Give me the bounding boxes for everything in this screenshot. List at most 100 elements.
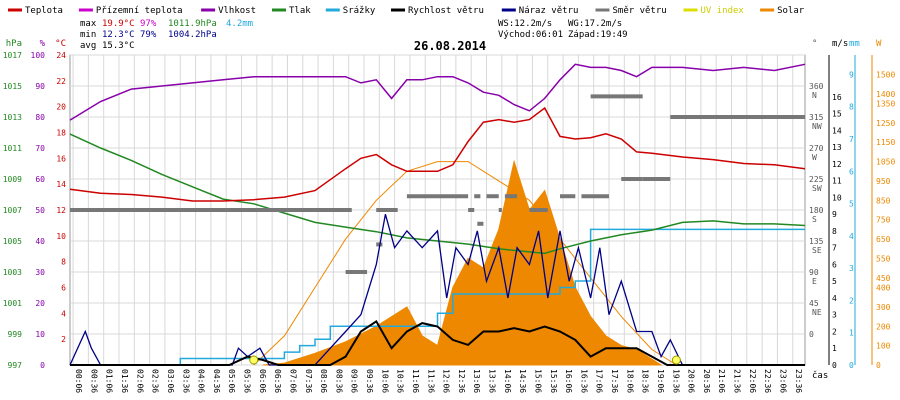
x-tick-label: 12:06 [442, 369, 451, 393]
stats-label: avg [80, 41, 96, 51]
ms-axis-tick: 6 [832, 260, 837, 269]
temperature-line [69, 106, 806, 202]
w-axis-tick: 1500 [876, 70, 895, 79]
w-axis-tick: 1250 [876, 119, 895, 128]
degc-axis-tick: 8 [61, 258, 66, 267]
hpa-axis-tick: 1001 [3, 299, 22, 308]
pct-axis-tick: 50 [35, 206, 45, 215]
x-tick-label: 00:36 [89, 369, 98, 393]
solar-max-line [253, 161, 677, 366]
x-tick-label: 17:36 [610, 369, 619, 393]
legend-label: UV index [701, 6, 745, 16]
x-tick-label: 01:06 [105, 369, 114, 393]
deg-axis-tick: 45 [809, 299, 819, 308]
ms-axis-tick: 11 [832, 177, 842, 186]
deg-axis-tick: 360 [809, 82, 824, 91]
w-axis-tick: 0 [876, 361, 881, 370]
stats-label: max [80, 19, 97, 29]
ms-axis-tick: 12 [832, 160, 842, 169]
ms-axis-tick: 14 [832, 126, 842, 135]
rain-line [70, 228, 805, 366]
w-axis-tick: 950 [876, 177, 891, 186]
w-axis-tick: 1050 [876, 158, 895, 167]
mm-axis-tick: 5 [849, 200, 854, 209]
ms-axis-tick: 1 [832, 344, 837, 353]
legend-label: Směr větru [613, 6, 667, 16]
w-axis-tick: 850 [876, 196, 891, 205]
degc-axis-tick: 10 [56, 232, 66, 241]
mm-axis-tick: 0 [849, 361, 854, 370]
w-axis-tick: 1150 [876, 138, 895, 147]
ms-axis-tick: 10 [832, 193, 842, 202]
x-tick-label: 02:36 [151, 369, 160, 393]
stats-sunset: Západ:19:49 [568, 30, 628, 40]
pct-axis-tick: 40 [35, 237, 45, 246]
pressure-line [69, 133, 806, 255]
dir-axis-tick: SW [812, 184, 822, 193]
degc-axis-tick: 22 [56, 77, 66, 86]
ms-axis-unit: m/s [832, 39, 848, 49]
degc-axis-tick: 12 [56, 206, 66, 215]
mm-axis-tick: 8 [849, 103, 854, 112]
dir-axis-tick: W [812, 153, 817, 162]
x-tick-label: 20:36 [702, 369, 711, 393]
dir-axis-tick: N [812, 91, 817, 100]
degc-axis-tick: 16 [56, 154, 66, 163]
ms-axis-tick: 5 [832, 277, 837, 286]
degc-axis-tick: 4 [61, 309, 66, 318]
ms-axis-tick: 8 [832, 227, 837, 236]
chart-title: 26.08.2014 [414, 39, 486, 53]
ms-axis-tick: 16 [832, 93, 842, 102]
w-axis-tick: 200 [876, 322, 891, 331]
x-tick-label: 01:36 [120, 369, 129, 393]
x-tick-label: 00:06 [74, 369, 83, 393]
x-tick-label: 03:06 [166, 369, 175, 393]
hpa-axis-tick: 1007 [3, 206, 22, 215]
x-tick-label: 10:06 [380, 369, 389, 393]
stats-value: 79% [140, 30, 157, 40]
w-axis-tick: 550 [876, 254, 891, 263]
legend-label: Tlak [289, 6, 311, 16]
stats-value: 12.3°C [102, 30, 135, 40]
stats-value: 1011.9hPa [168, 19, 217, 29]
w-axis-tick: 450 [876, 274, 891, 283]
legend-label: Náraz větru [519, 6, 579, 16]
hpa-axis-tick: 1011 [3, 144, 22, 153]
deg-axis-tick: 0 [809, 330, 814, 339]
x-tick-label: 12:36 [457, 369, 466, 393]
x-tick-label: 23:06 [778, 369, 787, 393]
wind-speed-line [70, 319, 805, 366]
stats-value: 1004.2hPa [168, 30, 217, 40]
hpa-axis-unit: hPa [6, 39, 22, 49]
mm-axis-tick: 6 [849, 167, 854, 176]
mm-axis-tick: 3 [849, 264, 854, 273]
w-axis-unit: W [876, 39, 882, 49]
hpa-axis-tick: 1009 [3, 175, 22, 184]
x-tick-label: 04:36 [212, 369, 221, 393]
pct-axis-tick: 30 [35, 268, 45, 277]
x-tick-label: 18:36 [641, 369, 650, 393]
ms-axis-tick: 15 [832, 110, 842, 119]
x-tick-label: 02:06 [135, 369, 144, 393]
dir-axis-tick: S [812, 215, 817, 224]
legend-label: Vlhkost [218, 6, 256, 16]
wind-gust-line [69, 214, 805, 366]
degc-axis-tick: 20 [56, 103, 66, 112]
x-tick-label: 13:06 [472, 369, 481, 393]
hpa-axis-tick: 1015 [3, 82, 22, 91]
stats-ws: WS:12.2m/s [498, 19, 552, 29]
x-tick-label: 09:06 [350, 369, 359, 393]
pct-axis-tick: 20 [35, 299, 45, 308]
w-axis-tick: 1400 [876, 90, 895, 99]
uv-marker [671, 355, 681, 365]
mm-axis-tick: 2 [849, 296, 854, 305]
legend-label: Rychlost větru [408, 6, 484, 16]
dir-axis-tick: E [812, 277, 817, 286]
w-axis-tick: 750 [876, 216, 891, 225]
x-tick-label: 10:36 [396, 369, 405, 393]
ms-axis-tick: 7 [832, 244, 837, 253]
pct-axis-tick: 80 [35, 113, 45, 122]
x-tick-label: 06:36 [273, 369, 282, 393]
x-tick-label: 16:36 [579, 369, 588, 393]
